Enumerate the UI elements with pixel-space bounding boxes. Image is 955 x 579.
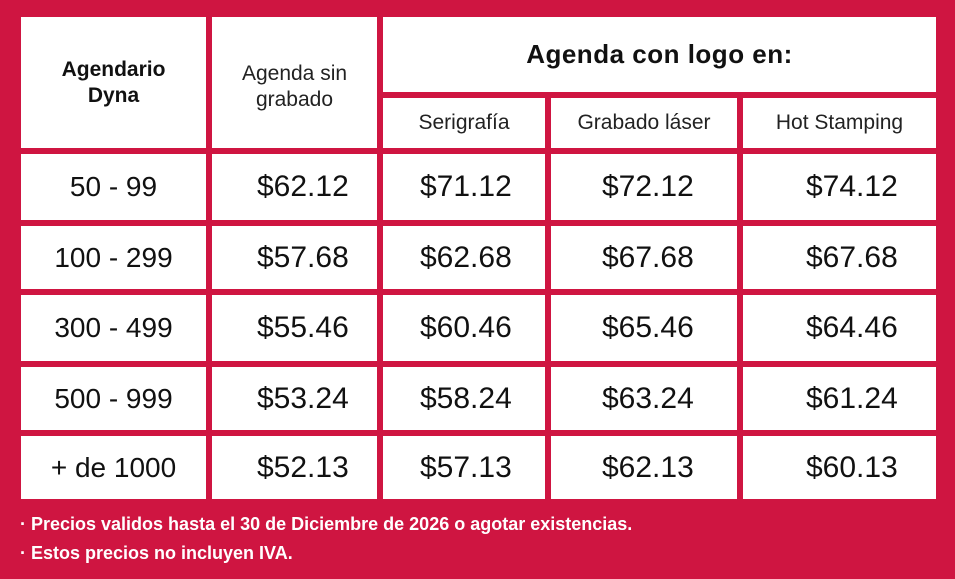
qty-cell: + de 1000 (21, 436, 206, 499)
price-text: $62.68 (420, 240, 512, 274)
qty-cell: 50 - 99 (21, 154, 206, 220)
qty-text: 50 - 99 (69, 171, 158, 202)
price-plain-cell: $52.13 (212, 436, 377, 499)
qty-text: 300 - 499 (54, 312, 173, 343)
note-tax: · Estos precios no incluyen IVA. (20, 543, 293, 563)
method-header-laser: Grabado láser (551, 98, 737, 148)
price-text: $57.68 (257, 240, 349, 274)
price-hot-stamping-cell: $64.46 (743, 295, 936, 361)
price-text: $74.12 (806, 170, 898, 203)
price-text: $53.24 (257, 381, 349, 415)
price-hot-stamping-cell: $60.13 (743, 436, 936, 499)
price-text: $63.24 (602, 381, 694, 415)
product-name-header: Agendario Dyna (21, 17, 206, 148)
qty-cell: 500 - 999 (21, 367, 206, 430)
price-plain-cell: $62.12 (212, 154, 377, 220)
price-serigrafia-cell: $62.68 (383, 226, 545, 289)
qty-text: 500 - 999 (54, 382, 173, 414)
logo-group-text: Agenda con logo en: (526, 39, 793, 69)
price-hot-stamping-cell: $67.68 (743, 226, 936, 289)
price-serigrafia-cell: $71.12 (383, 154, 545, 220)
price-hot-stamping-cell: $61.24 (743, 367, 936, 430)
method-laser-text: Grabado láser (577, 111, 711, 134)
price-laser-cell: $65.46 (551, 295, 737, 361)
price-hot-stamping-cell: $74.12 (743, 154, 936, 220)
price-text: $55.46 (257, 311, 349, 344)
price-laser-cell: $62.13 (551, 436, 737, 499)
price-serigrafia-cell: $57.13 (383, 436, 545, 499)
method-hot-stamping-text: Hot Stamping (775, 111, 904, 134)
price-serigrafia-cell: $60.46 (383, 295, 545, 361)
price-text: $64.46 (806, 311, 898, 344)
price-text: $62.13 (602, 450, 694, 484)
qty-cell: 300 - 499 (21, 295, 206, 361)
logo-group-header: Agenda con logo en: (383, 17, 936, 92)
price-text: $71.12 (420, 170, 512, 203)
price-laser-cell: $63.24 (551, 367, 737, 430)
method-header-hot-stamping: Hot Stamping (743, 98, 936, 148)
footnotes: · Precios validos hasta el 30 de Diciemb… (20, 510, 632, 568)
qty-cell: 100 - 299 (21, 226, 206, 289)
no-engraving-text: Agenda sin grabado (241, 61, 348, 111)
price-text: $65.46 (602, 311, 694, 344)
note-validity: · Precios validos hasta el 30 de Diciemb… (20, 514, 633, 534)
price-text: $60.13 (806, 450, 898, 484)
no-engraving-header: Agenda sin grabado (212, 17, 377, 148)
price-text: $72.12 (602, 170, 694, 203)
price-plain-cell: $53.24 (212, 367, 377, 430)
product-name-text: Agendario Dyna (61, 57, 166, 107)
price-serigrafia-cell: $58.24 (383, 367, 545, 430)
price-text: $57.13 (420, 450, 512, 484)
price-text: $62.12 (257, 170, 349, 203)
price-laser-cell: $72.12 (551, 154, 737, 220)
price-text: $67.68 (602, 240, 694, 274)
price-plain-cell: $57.68 (212, 226, 377, 289)
price-laser-cell: $67.68 (551, 226, 737, 289)
method-header-serigrafia: Serigrafía (383, 98, 545, 148)
price-text: $67.68 (806, 240, 898, 274)
qty-text: + de 1000 (50, 451, 177, 483)
price-text: $58.24 (420, 381, 512, 415)
method-serigrafia-text: Serigrafía (418, 111, 510, 134)
price-plain-cell: $55.46 (212, 295, 377, 361)
price-text: $61.24 (806, 381, 898, 415)
price-text: $60.46 (420, 311, 512, 344)
qty-text: 100 - 299 (54, 241, 173, 273)
price-text: $52.13 (257, 450, 349, 484)
